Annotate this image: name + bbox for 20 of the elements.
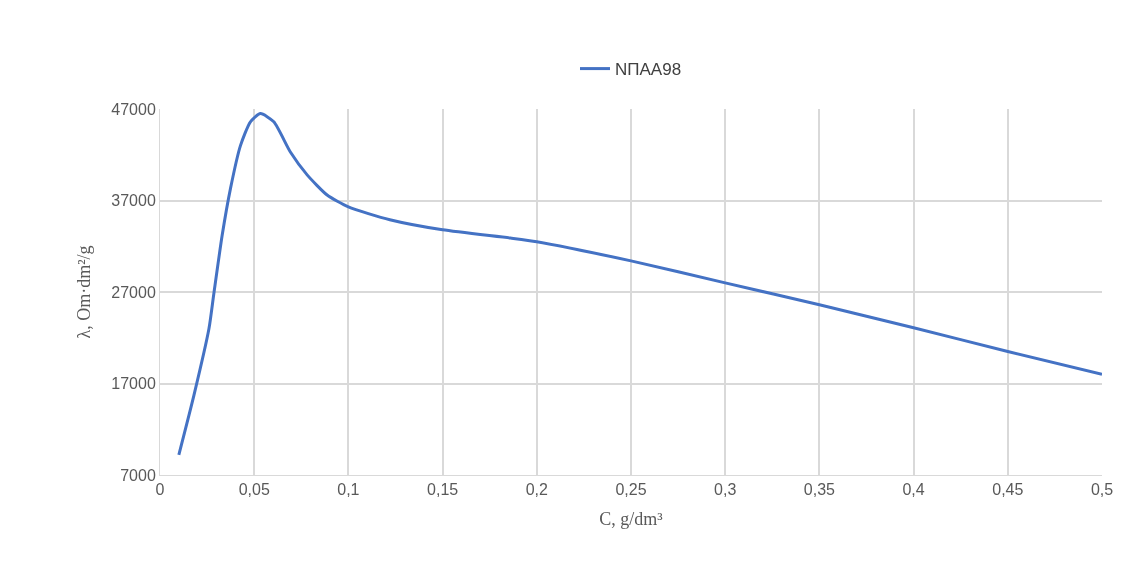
x-tick-label: 0,1 [337,481,360,499]
x-tick-label: 0,25 [615,481,647,499]
x-tick-label: 0,5 [1090,481,1114,499]
x-axis-title: C, g/dm³ [599,509,664,530]
x-tick-label: 0 [155,481,165,499]
x-tick-label: 0,3 [714,481,737,499]
y-tick-label: 37000 [111,192,156,210]
x-tick-label: 0,15 [427,481,459,499]
y-tick-label: 17000 [111,375,156,393]
y-tick-label: 27000 [111,283,156,301]
x-tick-label: 0,4 [902,481,925,499]
y-tick-label: 47000 [111,100,156,118]
x-tick-label: 0,2 [525,481,549,499]
y-tick-label: 7000 [120,466,156,484]
line-series [177,112,1102,457]
y-axis-title: λ, Om·dm²/g [74,245,95,339]
x-tick-label: 0,05 [238,481,270,499]
legend-label: NПАА98 [615,60,682,80]
x-tick-label: 0,45 [992,481,1024,499]
x-tick-label: 0,35 [803,481,836,499]
